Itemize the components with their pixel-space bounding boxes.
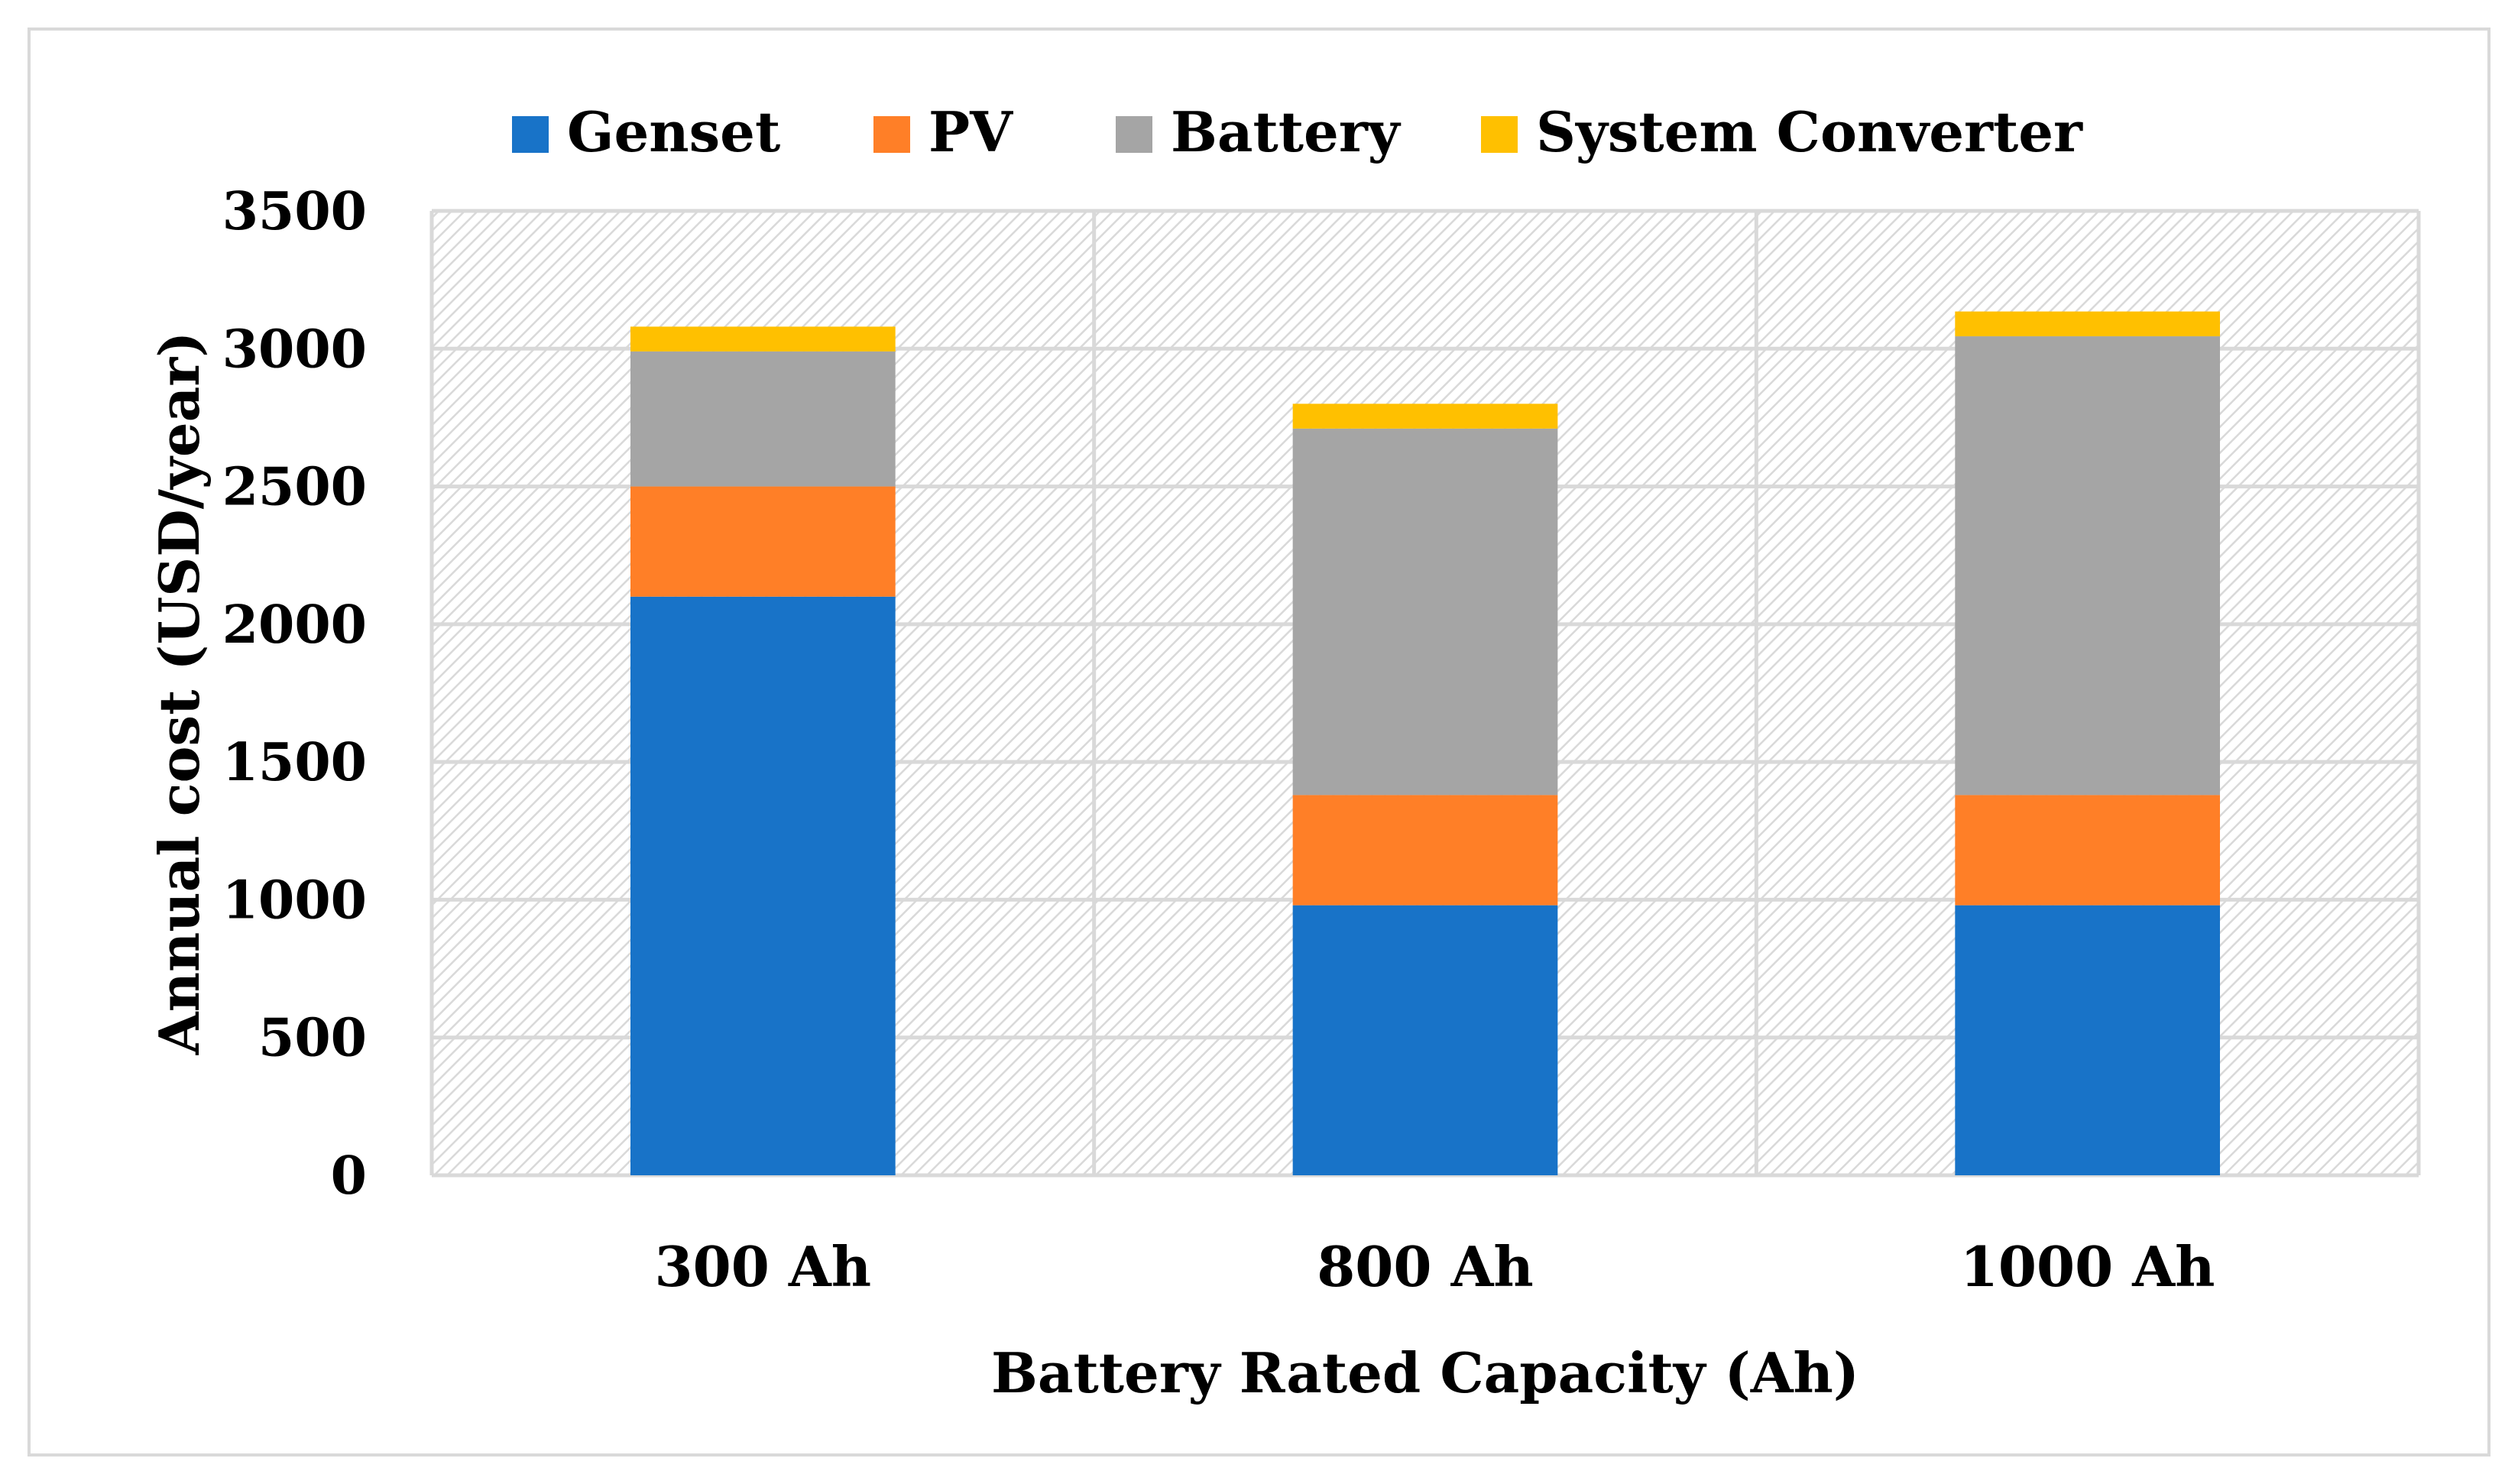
x-category-label: 1000 Ah [1960, 1234, 2215, 1299]
y-tick-label: 2500 [222, 457, 367, 518]
bar-system-converter [1955, 311, 2220, 337]
legend: Genset PV Battery System Converter [512, 99, 2083, 164]
x-axis-title: Battery Rated Capacity (Ah) [991, 1340, 1859, 1405]
y-tick-label: 3500 [222, 181, 367, 242]
legend-label: Genset [567, 99, 780, 164]
bar-system-converter [1292, 403, 1558, 429]
bar-battery [1955, 336, 2220, 795]
bar-genset [630, 596, 896, 1175]
x-category-label: 800 Ah [1317, 1234, 1534, 1299]
bars [630, 311, 2220, 1175]
legend-swatch [512, 116, 549, 153]
y-tick-label: 3000 [222, 319, 367, 380]
legend-swatch [1481, 116, 1518, 153]
legend-swatch [873, 116, 910, 153]
bar-pv [630, 486, 896, 597]
legend-label: PV [928, 99, 1013, 164]
bar-pv [1292, 795, 1558, 906]
legend-swatch [1116, 116, 1152, 153]
y-tick-label: 1000 [222, 870, 367, 931]
bar-battery [630, 351, 896, 487]
y-tick-label: 500 [258, 1008, 367, 1069]
x-axis-categories: 300 Ah 800 Ah 1000 Ah [655, 1234, 2215, 1299]
y-tick-label: 0 [331, 1145, 367, 1207]
bar-system-converter [630, 326, 896, 352]
x-category-label: 300 Ah [655, 1234, 872, 1299]
y-axis-title: Annual cost (USD/year) [147, 332, 212, 1056]
y-tick-label: 2000 [222, 595, 367, 656]
bar-genset [1955, 905, 2220, 1175]
y-axis-ticks: 0 500 1000 1500 2000 2500 3000 3500 [222, 181, 367, 1207]
legend-label: Battery [1171, 99, 1402, 164]
bar-battery [1292, 428, 1558, 795]
bar-genset [1292, 905, 1558, 1175]
legend-label: System Converter [1536, 99, 2083, 164]
y-tick-label: 1500 [222, 732, 367, 793]
bar-pv [1955, 795, 2220, 906]
